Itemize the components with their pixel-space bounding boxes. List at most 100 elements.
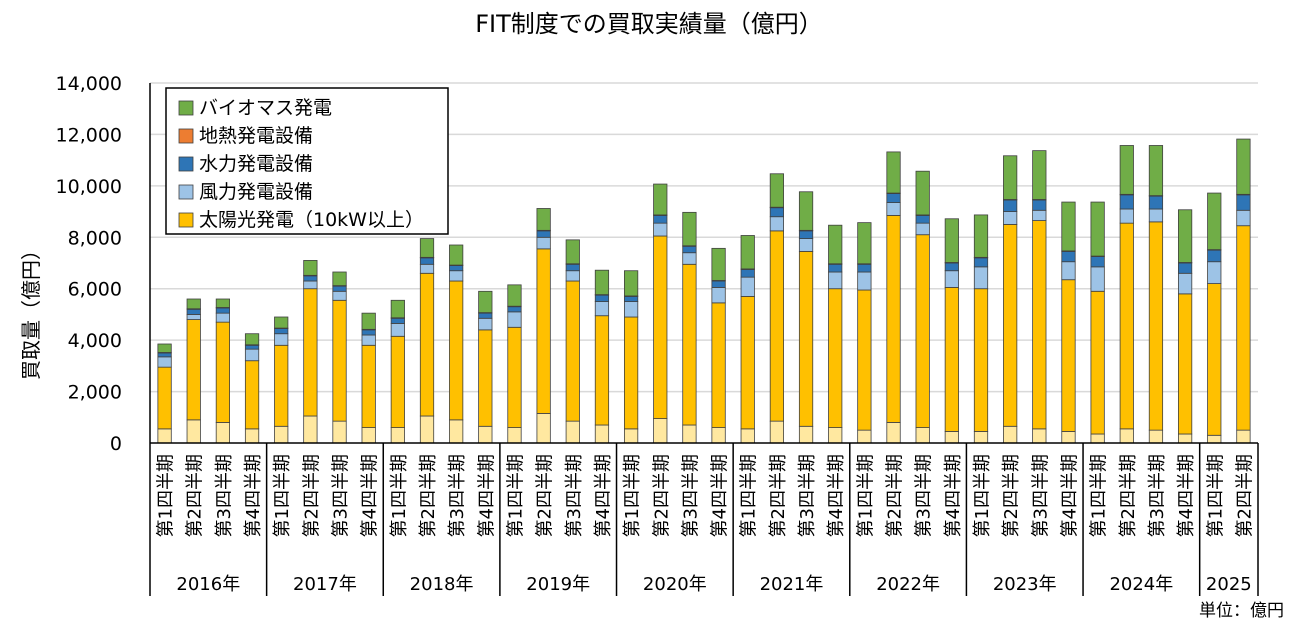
bar-segment-5 <box>157 343 172 353</box>
bar-segment-5 <box>828 224 843 265</box>
x-category-label: 第3四半期 <box>331 454 352 537</box>
bar-segment-5 <box>244 333 260 346</box>
bar-segment-0 <box>157 428 172 444</box>
bar-segment-1 <box>740 296 755 430</box>
bar-segment-3 <box>536 230 551 238</box>
bar-segment-3 <box>1119 194 1134 210</box>
bar-segment-0 <box>769 420 785 444</box>
bar-segment-1 <box>769 230 785 422</box>
bar-segment-1 <box>215 321 231 423</box>
x-year-label: 2019年 <box>526 574 590 595</box>
bar-segment-0 <box>215 422 231 444</box>
bar-segment-2 <box>215 312 231 323</box>
bar-segment-3 <box>711 280 726 288</box>
bar-segment-3 <box>507 306 522 313</box>
bar-segment-2 <box>1177 272 1193 295</box>
bar-segment-5 <box>1061 201 1076 252</box>
bar-segment-5 <box>1003 155 1018 200</box>
legend-swatch <box>178 100 194 116</box>
bar-segment-3 <box>944 262 959 272</box>
bar-segment-2 <box>828 271 843 290</box>
y-tick-label: 0 <box>110 433 122 455</box>
x-year-labels: 2016年 2017年 2018年 2019年 2020年 2021年 2022年 2023年… <box>176 574 1251 595</box>
bar-segment-1 <box>449 280 464 421</box>
bar-segment-1 <box>711 302 726 428</box>
x-year-label: 2022年 <box>876 574 940 595</box>
bar-segment-5 <box>769 173 785 208</box>
bar-segment-3 <box>361 329 376 336</box>
x-category-label: 第2四半期 <box>885 454 906 537</box>
bar-segment-2 <box>711 287 726 304</box>
bar-segment-3 <box>332 285 347 292</box>
bar-segment-1 <box>653 235 668 419</box>
y-axis-label: 買取量（億円） <box>19 240 43 380</box>
bars-layer <box>157 138 1251 444</box>
bar-segment-1 <box>536 248 551 414</box>
legend-swatch <box>178 184 194 200</box>
bar-segment-3 <box>886 193 901 203</box>
bar-segment-0 <box>186 419 201 444</box>
legend-label: 水力発電設備 <box>199 153 313 175</box>
bar-segment-0 <box>1177 433 1193 444</box>
x-category-label: 第1四半期 <box>505 454 526 537</box>
bar-segment-0 <box>244 428 260 444</box>
x-category-labels: 第1四半期 第2四半期 第3四半期 第4四半期 第1四半期 第2四半期 第3四半期 第4四半期… <box>156 454 1256 537</box>
bar-segment-2 <box>1236 209 1251 227</box>
bar-segment-5 <box>594 269 610 296</box>
x-year-label: 2021年 <box>760 574 824 595</box>
bar-segment-3 <box>740 269 755 278</box>
bar-segment-1 <box>1207 283 1222 436</box>
bar-segment-3 <box>244 344 260 350</box>
bar-segment-1 <box>1236 225 1251 431</box>
bar-segment-2 <box>769 216 785 232</box>
bar-segment-1 <box>1119 222 1134 430</box>
bar-segment-0 <box>303 415 318 444</box>
bar-segment-2 <box>157 356 172 368</box>
bar-segment-5 <box>361 312 376 330</box>
bar-segment-1 <box>623 316 639 430</box>
bar-segment-2 <box>915 222 930 236</box>
bar-segment-5 <box>1032 150 1047 200</box>
bar-segment-5 <box>1236 138 1251 195</box>
axes-layer <box>149 83 1259 596</box>
x-category-label: 第4四半期 <box>1176 454 1197 537</box>
bar-segment-3 <box>1032 199 1047 211</box>
bar-segment-5 <box>740 235 755 270</box>
bar-segment-1 <box>798 251 814 427</box>
bar-segment-5 <box>1090 201 1105 257</box>
bar-segment-3 <box>1177 262 1193 274</box>
bar-segment-0 <box>1148 429 1164 444</box>
bar-segment-0 <box>594 424 610 444</box>
bar-segment-2 <box>740 276 755 297</box>
bar-segment-3 <box>594 294 610 302</box>
bar-segment-3 <box>682 245 697 254</box>
bar-segment-0 <box>653 418 668 444</box>
x-year-label: 2016年 <box>176 574 240 595</box>
bar-segment-1 <box>565 280 580 422</box>
bar-segment-2 <box>1148 208 1164 223</box>
bar-segment-2 <box>1207 261 1222 284</box>
bar-segment-1 <box>973 288 989 432</box>
x-category-label: 第2四半期 <box>768 454 789 537</box>
bar-segment-2 <box>186 314 201 320</box>
bar-segment-5 <box>478 290 493 314</box>
bar-segment-0 <box>419 415 435 444</box>
bar-segment-5 <box>536 208 551 231</box>
bar-segment-0 <box>1090 433 1105 444</box>
bar-segment-3 <box>449 265 464 272</box>
x-category-label: 第2四半期 <box>1001 454 1022 537</box>
bar-segment-0 <box>449 419 464 444</box>
bar-segment-0 <box>682 424 697 444</box>
bar-segment-3 <box>390 317 405 324</box>
bar-segment-2 <box>1003 211 1018 225</box>
bar-segment-3 <box>1061 251 1076 263</box>
bar-segment-3 <box>1148 195 1164 210</box>
x-category-label: 第4四半期 <box>476 454 497 537</box>
bar-segment-5 <box>186 298 201 310</box>
bar-segment-2 <box>886 202 901 216</box>
y-tick-label: 10,000 <box>56 176 122 198</box>
bar-segment-2 <box>244 348 260 362</box>
x-category-label: 第3四半期 <box>797 454 818 537</box>
x-category-label: 第2四半期 <box>651 454 672 537</box>
legend-label: 太陽光発電（10kW以上） <box>199 209 424 231</box>
